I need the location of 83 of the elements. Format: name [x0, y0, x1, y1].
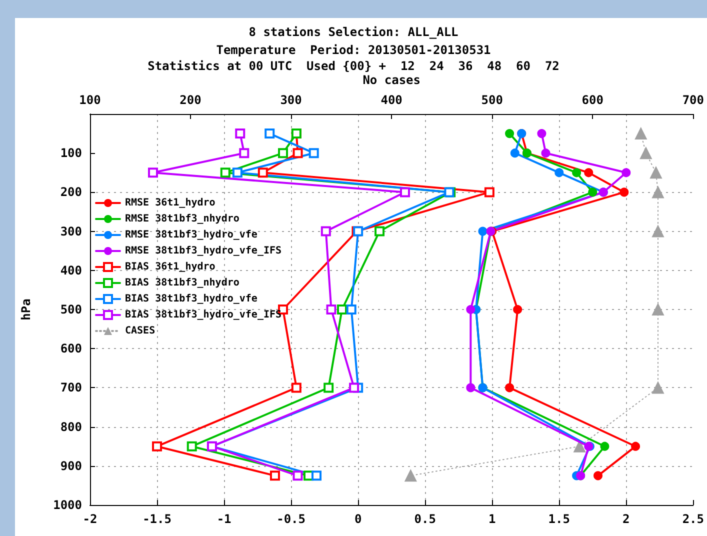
point	[374, 226, 385, 236]
x-tick-label: -1.5	[142, 512, 172, 526]
point	[278, 148, 288, 158]
x-tick-label: -2	[82, 512, 98, 526]
y-tick-label: 100	[60, 146, 82, 160]
y-tick-label: 800	[60, 420, 82, 434]
point	[336, 304, 347, 314]
point	[291, 382, 302, 393]
y-tick-label: 200	[60, 185, 82, 200]
point	[572, 168, 582, 178]
legend-label: RMSE 36t1_hydro	[125, 198, 216, 208]
point	[622, 168, 631, 178]
point	[513, 305, 522, 314]
point	[588, 188, 598, 197]
point	[258, 168, 268, 178]
point	[505, 383, 514, 392]
point	[554, 168, 564, 178]
legend-label: BIAS 36t1_hydro	[125, 262, 216, 272]
point	[466, 305, 476, 314]
x-tick-label: 1.5	[548, 512, 570, 526]
x-tick-label: 2	[622, 512, 630, 526]
x2-tick-label: 200	[180, 93, 202, 107]
y-tick-label: 1000	[53, 498, 82, 512]
point	[326, 304, 336, 314]
y-tick-label: 900	[60, 458, 82, 473]
x2-tick-label: 600	[582, 93, 604, 107]
legend-label: RMSE 38t1bf3_hydro_vfe_IFS	[125, 246, 282, 256]
point	[600, 442, 610, 451]
chart-subtitle: Temperature Period: 20130501-20130531 Statistics at 00 UTC Used {00} + 12 24 36 48 60 72	[148, 43, 560, 73]
point	[292, 470, 303, 481]
y-tick-label: 500	[60, 302, 82, 316]
y-tick-label: 700	[60, 380, 82, 395]
x-tick-label: 1	[488, 512, 496, 526]
point	[584, 168, 594, 178]
point	[537, 129, 546, 138]
point	[541, 148, 550, 158]
point	[324, 382, 334, 393]
legend-label: RMSE 38t1bf3_nhydro	[125, 214, 240, 224]
x2-axis-title: No cases	[362, 73, 420, 87]
chart-title: 8 stations Selection: ALL_ALL	[248, 25, 458, 39]
point	[346, 304, 356, 314]
x-tick-label: 0	[354, 512, 362, 526]
point	[235, 128, 246, 139]
legend-label: RMSE 38t1bf3_hydro_vfe	[125, 230, 258, 240]
x2-tick-label: 400	[380, 93, 402, 107]
y-tick-label: 600	[60, 342, 82, 356]
x-tick-label: -1	[216, 512, 232, 526]
legend-label: BIAS 38t1bf3_hydro_vfe_IFS	[125, 310, 282, 320]
x2-tick-label: 700	[682, 93, 704, 107]
point	[148, 168, 158, 178]
point	[510, 148, 520, 158]
point	[620, 188, 629, 197]
point	[631, 442, 640, 451]
point	[320, 226, 331, 236]
y-axis-title: hPa	[19, 298, 33, 320]
point	[264, 128, 275, 139]
point	[478, 226, 488, 236]
point	[232, 168, 242, 178]
point	[239, 148, 250, 158]
x2-tick-label: 100	[79, 93, 101, 107]
x2-tick-label: 500	[481, 93, 503, 107]
x-tick-label: -0.5	[276, 512, 306, 526]
point	[220, 168, 230, 178]
point	[466, 383, 476, 392]
point	[292, 148, 303, 158]
point	[186, 441, 197, 452]
x-tick-label: 0.5	[414, 512, 436, 526]
point	[484, 187, 494, 198]
legend-label: BIAS 38t1bf3_hydro_vfe	[125, 294, 258, 304]
y-tick-label: 300	[60, 224, 82, 238]
point	[152, 441, 162, 452]
point	[308, 148, 319, 158]
y-tick-label: 400	[60, 263, 82, 278]
x2-tick-label: 300	[280, 93, 302, 107]
point	[312, 470, 322, 481]
legend-label: BIAS 38t1bf3_nhydro	[125, 278, 240, 288]
point	[270, 470, 280, 481]
point	[594, 471, 602, 480]
x-tick-label: 2.5	[682, 512, 704, 526]
point	[505, 129, 514, 138]
point	[400, 187, 410, 198]
legend-label: CASES	[125, 326, 156, 336]
point	[349, 382, 360, 393]
